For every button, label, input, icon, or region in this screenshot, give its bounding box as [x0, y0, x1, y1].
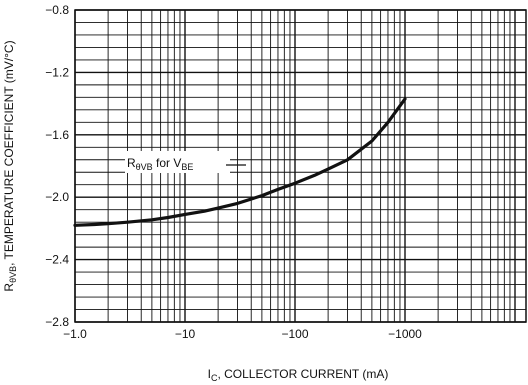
y-tick-labels: −0.8 −1.2 −1.6 −2.0 −2.4 −2.8: [45, 3, 69, 329]
y-tick-label: −2.8: [45, 315, 69, 329]
y-tick-label: −1.6: [45, 128, 69, 142]
y-tick-label: −0.8: [45, 3, 69, 17]
annotation-sub2: BE: [181, 162, 193, 172]
x-tick-label: −1000: [388, 327, 422, 341]
x-tick-label: −10: [175, 327, 196, 341]
x-tick-labels: −1.0 −10 −100 −1000: [63, 327, 422, 341]
y-axis-label-sub: θVB: [8, 266, 18, 283]
x-tick-label: −1.0: [63, 327, 87, 341]
series-line: [73, 97, 407, 227]
plot-frame: [74, 9, 527, 323]
x-axis-label-rest: , COLLECTOR CURRENT (mA): [217, 367, 388, 381]
x-axis-label: IC, COLLECTOR CURRENT (mA): [208, 367, 389, 383]
series-group: [73, 97, 407, 227]
annotation-sub1: θVB: [136, 162, 153, 172]
annotation-mid: for V: [153, 156, 182, 170]
y-axis-label-main: R: [2, 283, 16, 292]
y-axis-label: RθVB, TEMPERATURE COEFFICIENT (mV/°C): [2, 40, 18, 291]
x-axis-label-main: I: [208, 367, 211, 381]
y-tick-label: −2.4: [45, 253, 69, 267]
y-axis-label-rest: , TEMPERATURE COEFFICIENT (mV/°C): [2, 40, 16, 265]
y-tick-label: −1.2: [45, 65, 69, 79]
x-axis-label-sub: C: [211, 373, 218, 383]
y-tick-label: −2.0: [45, 190, 69, 204]
annotation-background: [125, 151, 230, 173]
x-tick-label: −100: [281, 327, 308, 341]
annotation-main: R: [127, 156, 136, 170]
annotation-label: RθVB for VBE: [127, 156, 193, 172]
